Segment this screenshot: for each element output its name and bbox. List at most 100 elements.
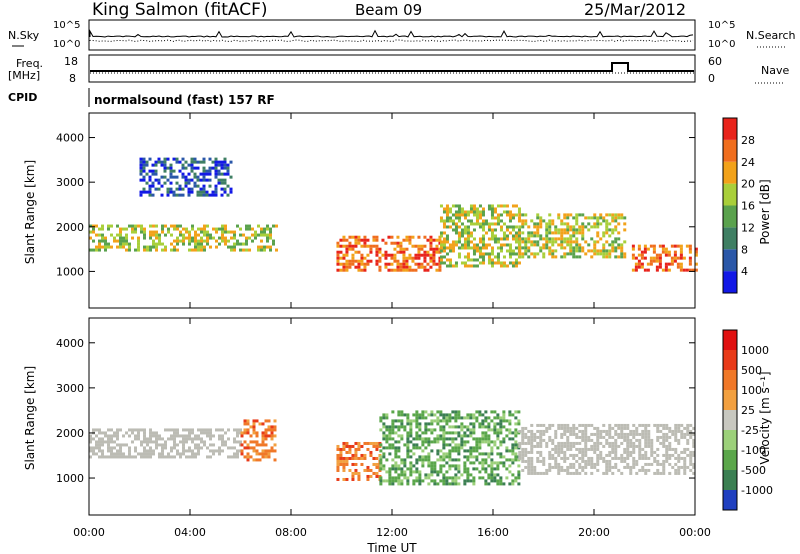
echo-cell bbox=[584, 438, 588, 442]
echo-cell bbox=[128, 446, 131, 450]
echo-cell bbox=[391, 476, 395, 480]
echo-cell bbox=[472, 431, 476, 435]
echo-cell bbox=[596, 468, 600, 472]
echo-cell bbox=[181, 193, 185, 197]
echo-cell bbox=[348, 259, 352, 263]
echo-cell bbox=[379, 482, 383, 486]
echo-cell bbox=[539, 441, 543, 445]
echo-cell bbox=[445, 470, 449, 474]
echo-cell bbox=[378, 259, 382, 263]
echo-cell bbox=[454, 431, 458, 435]
echo-cell bbox=[151, 193, 155, 197]
echo-cell bbox=[230, 248, 233, 252]
echo-cell bbox=[119, 227, 122, 231]
echo-cell bbox=[429, 235, 433, 239]
echo-cell bbox=[240, 449, 244, 453]
echo-cell bbox=[101, 437, 104, 441]
echo-cell bbox=[563, 441, 567, 445]
echo-cell bbox=[614, 240, 618, 244]
echo-cell bbox=[683, 471, 687, 475]
echo-cell bbox=[542, 219, 546, 223]
echo-cell bbox=[145, 172, 149, 176]
echo-cell bbox=[620, 471, 624, 475]
echo-cell bbox=[202, 187, 206, 191]
echo-cell bbox=[107, 224, 110, 228]
echo-cell bbox=[518, 243, 522, 247]
echo-cell bbox=[249, 440, 253, 444]
echo-cell bbox=[423, 250, 427, 254]
echo-cell bbox=[152, 230, 155, 234]
echo-cell bbox=[490, 440, 494, 444]
echo-cell bbox=[454, 467, 458, 471]
echo-cell bbox=[584, 462, 588, 466]
echo-cell bbox=[122, 227, 125, 231]
echo-cell bbox=[269, 230, 272, 234]
echo-cell bbox=[563, 240, 567, 244]
echo-cell bbox=[261, 443, 265, 447]
echo-cell bbox=[445, 258, 449, 262]
echo-cell bbox=[665, 423, 669, 427]
echo-cell bbox=[391, 428, 395, 432]
echo-cell bbox=[587, 228, 591, 232]
echo-cell bbox=[354, 441, 358, 445]
echo-cell bbox=[484, 219, 488, 223]
echo-cell bbox=[578, 465, 582, 469]
echo-cell bbox=[92, 446, 95, 450]
echo-cell bbox=[478, 410, 482, 414]
echo-cell bbox=[218, 236, 221, 240]
echo-cell bbox=[223, 163, 227, 167]
echo-cell bbox=[496, 431, 500, 435]
echo-cell bbox=[188, 437, 191, 441]
echo-cell bbox=[539, 435, 543, 439]
echo-cell bbox=[339, 459, 343, 463]
echo-cell bbox=[569, 429, 573, 433]
echo-cell bbox=[545, 471, 549, 475]
echo-cell bbox=[530, 423, 534, 427]
echo-cell bbox=[514, 231, 518, 235]
echo-cell bbox=[551, 447, 555, 451]
echo-cell bbox=[137, 434, 140, 438]
echo-cell bbox=[472, 222, 476, 226]
echo-cell bbox=[667, 262, 671, 266]
echo-cell bbox=[511, 237, 515, 241]
echo-cell bbox=[517, 419, 521, 423]
echo-cell bbox=[584, 252, 588, 256]
echo-cell bbox=[166, 190, 170, 194]
echo-cell bbox=[442, 458, 446, 462]
echo-cell bbox=[110, 245, 113, 249]
echo-cell bbox=[369, 474, 373, 478]
echo-cell bbox=[384, 241, 388, 245]
echo-cell bbox=[596, 447, 600, 451]
echo-cell bbox=[692, 465, 696, 469]
echo-cell bbox=[445, 225, 449, 229]
echo-cell bbox=[557, 453, 561, 457]
echo-cell bbox=[587, 438, 591, 442]
echo-cell bbox=[236, 434, 239, 438]
echo-cell bbox=[181, 172, 185, 176]
echo-cell bbox=[692, 462, 696, 466]
echo-cell bbox=[511, 261, 515, 265]
echo-cell bbox=[508, 422, 512, 426]
echo-cell bbox=[478, 246, 482, 250]
echo-cell bbox=[478, 237, 482, 241]
echo-cell bbox=[357, 474, 361, 478]
echo-cell bbox=[249, 455, 253, 459]
echo-cell bbox=[339, 456, 343, 460]
echo-cell bbox=[354, 259, 358, 263]
echo-cell bbox=[596, 462, 600, 466]
echo-cell bbox=[424, 437, 428, 441]
echo-cell bbox=[218, 452, 221, 456]
echo-cell bbox=[518, 441, 522, 445]
echo-cell bbox=[481, 255, 485, 259]
echo-cell bbox=[632, 459, 636, 463]
echo-cell bbox=[439, 449, 443, 453]
echo-cell bbox=[463, 443, 467, 447]
echo-cell bbox=[149, 440, 152, 444]
echo-cell bbox=[233, 428, 236, 432]
echo-cell bbox=[339, 447, 343, 451]
colorbar-frame bbox=[722, 117, 738, 294]
echo-cell bbox=[560, 234, 564, 238]
echo-cell bbox=[557, 447, 561, 451]
echo-cell bbox=[614, 465, 618, 469]
echo-cell bbox=[673, 259, 677, 263]
